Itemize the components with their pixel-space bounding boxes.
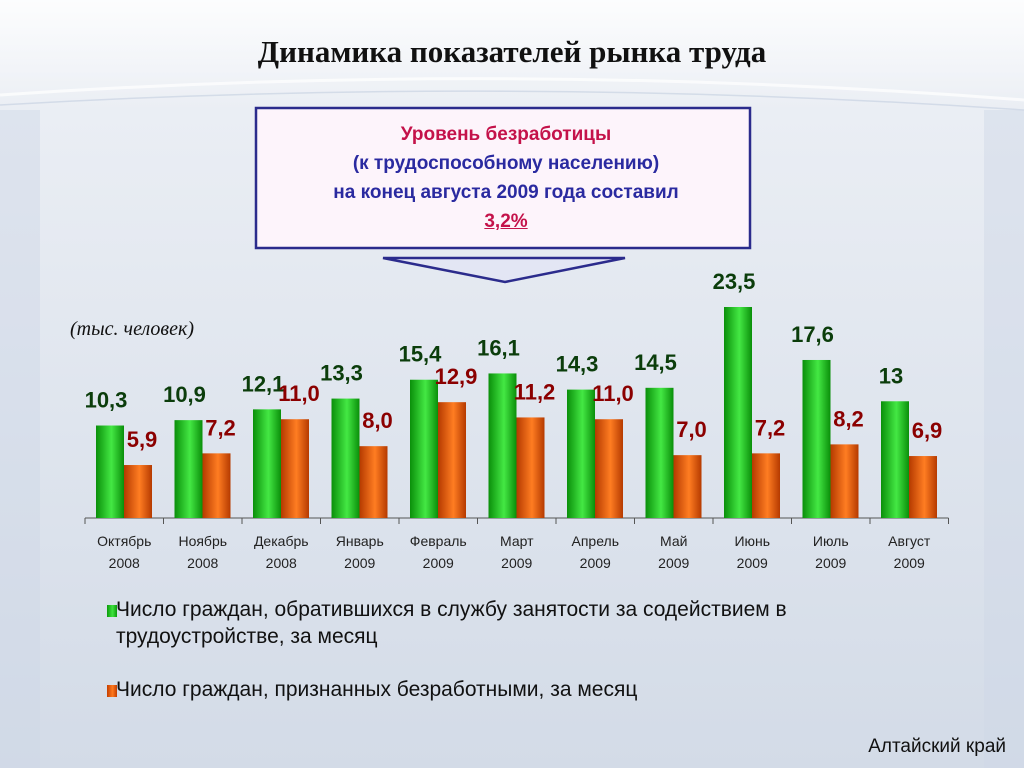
data-label-unemployed: 5,9 <box>127 427 158 452</box>
x-tick-label: 2009 <box>344 555 375 571</box>
bar-applicants <box>174 420 203 518</box>
data-label-applicants: 15,4 <box>399 342 443 367</box>
callout-value: 3,2% <box>484 211 528 232</box>
data-label-applicants: 17,6 <box>791 322 834 347</box>
slide-title: Динамика показателей рынка труда <box>257 34 767 69</box>
x-tick-label: 2009 <box>423 555 454 571</box>
x-tick-label: Ноябрь <box>178 533 227 549</box>
bar-applicants <box>567 389 595 518</box>
bar-unemployed <box>909 456 937 518</box>
x-tick-label: 2008 <box>109 555 140 571</box>
bar-unemployed <box>438 402 466 518</box>
legend-label-applicants: Число граждан, обратившихся в службу зан… <box>116 598 787 648</box>
data-label-unemployed: 11,2 <box>514 379 556 404</box>
bar-unemployed <box>359 446 388 518</box>
x-tick-label: 2009 <box>815 555 846 571</box>
data-label-applicants: 10,9 <box>163 382 206 407</box>
data-label-unemployed: 11,0 <box>278 381 320 406</box>
x-tick-label: 2009 <box>580 555 611 571</box>
unit-label: (тыс. человек) <box>70 318 194 340</box>
x-tick-label: Август <box>888 533 931 549</box>
data-label-unemployed: 6,9 <box>912 418 943 443</box>
callout-text: Уровень безработицы (к трудоспособному н… <box>262 120 750 236</box>
data-label-applicants: 16,1 <box>477 335 520 360</box>
x-tick-label: 2009 <box>737 555 768 571</box>
footer-region: Алтайский край <box>868 736 1006 757</box>
legend-item-unemployed: Число граждан, признанных безработными, … <box>107 676 946 703</box>
data-label-applicants: 12,1 <box>242 371 285 396</box>
data-label-unemployed: 12,9 <box>435 364 478 389</box>
x-tick-label: Март <box>500 533 534 549</box>
x-tick-label: Май <box>660 533 687 549</box>
legend-label-unemployed: Число граждан, признанных безработными, … <box>116 678 638 701</box>
x-tick-label: 2009 <box>501 555 532 571</box>
data-label-applicants: 23,5 <box>713 269 756 294</box>
callout-line-1: Уровень безработицы <box>400 124 612 145</box>
bar-applicants <box>253 409 281 518</box>
x-tick-label: Январь <box>336 533 384 549</box>
data-label-unemployed: 7,0 <box>676 417 707 442</box>
x-tick-label: 2009 <box>658 555 689 571</box>
callout-line-3: на конец августа 2009 года составил <box>333 182 679 203</box>
x-tick-label: 2008 <box>187 555 218 571</box>
bar-unemployed <box>516 417 545 518</box>
bar-applicants <box>645 387 674 518</box>
bar-applicants <box>96 425 124 518</box>
bar-applicants <box>802 359 831 518</box>
bar-applicants <box>881 401 909 518</box>
data-label-unemployed: 7,2 <box>755 415 786 440</box>
bar-applicants <box>410 379 438 518</box>
bar-unemployed <box>124 465 152 518</box>
data-label-applicants: 13,3 <box>320 361 363 386</box>
bar-unemployed <box>595 419 623 518</box>
x-tick-label: Июнь <box>734 533 770 549</box>
bar-unemployed <box>202 453 231 518</box>
bar-applicants <box>331 398 360 518</box>
legend-swatch-green <box>107 605 117 617</box>
data-label-unemployed: 8,0 <box>362 408 393 433</box>
x-tick-label: 2008 <box>266 555 297 571</box>
bar-applicants <box>488 373 517 518</box>
x-tick-label: Февраль <box>410 533 467 549</box>
x-tick-label: 2009 <box>894 555 925 571</box>
data-label-applicants: 14,5 <box>634 350 677 375</box>
data-label-unemployed: 7,2 <box>205 415 236 440</box>
bar-applicants <box>724 307 752 518</box>
bar-unemployed <box>673 455 702 518</box>
data-label-applicants: 10,3 <box>85 388 128 413</box>
callout-line-2: (к трудоспособному населению) <box>352 153 660 174</box>
x-tick-label: Апрель <box>572 533 620 549</box>
legend-swatch-orange <box>107 685 117 697</box>
legend-item-applicants: Число граждан, обратившихся в службу зан… <box>107 596 946 650</box>
x-tick-label: Октябрь <box>97 533 151 549</box>
data-label-applicants: 13 <box>879 363 903 388</box>
bar-unemployed <box>752 453 780 518</box>
data-label-unemployed: 8,2 <box>833 406 864 431</box>
x-tick-label: Июль <box>813 533 849 549</box>
data-label-unemployed: 11,0 <box>592 381 634 406</box>
bar-unemployed <box>830 444 859 518</box>
bar-unemployed <box>281 419 309 518</box>
data-label-applicants: 14,3 <box>556 352 599 377</box>
x-tick-label: Декабрь <box>254 533 309 549</box>
